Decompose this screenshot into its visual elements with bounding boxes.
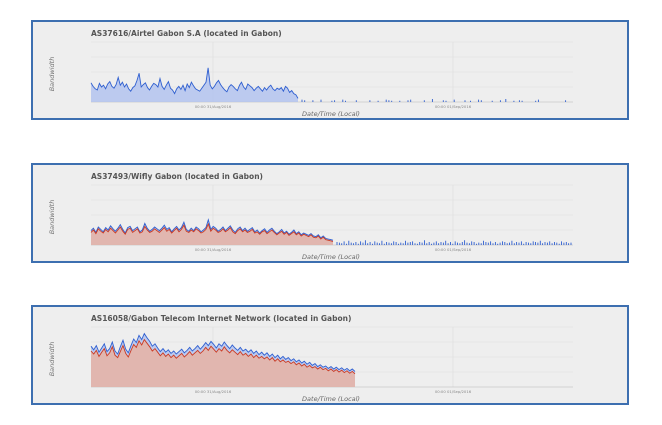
series-line bbox=[90, 222, 334, 242]
chart-title: AS16058/Gabon Telecom Internet Network (… bbox=[91, 314, 351, 323]
x-tick-label: 00:00 31/Aug/2016 bbox=[195, 104, 232, 109]
chart-svg-3: AS16058/Gabon Telecom Internet Network (… bbox=[48, 314, 573, 403]
series-area bbox=[91, 67, 298, 102]
chart-title: AS37493/Wifly Gabon (located in Gabon) bbox=[91, 172, 263, 181]
chart-svg-1: AS37616/Airtel Gabon S.A (located in Gab… bbox=[48, 29, 573, 118]
x-tick-label: 00:00 01/Sep/2016 bbox=[435, 104, 472, 109]
y-axis-label: Bandwidth bbox=[48, 57, 56, 92]
series-area bbox=[91, 224, 333, 245]
chart-panel-1: AS37616/Airtel Gabon S.A (located in Gab… bbox=[31, 20, 629, 120]
chart-svg-2: AS37493/Wifly Gabon (located in Gabon) B… bbox=[48, 172, 573, 261]
chart-panel-3: AS16058/Gabon Telecom Internet Network (… bbox=[31, 305, 629, 405]
plot-area bbox=[90, 41, 573, 103]
series-sparse-marks bbox=[336, 240, 572, 245]
series-line bbox=[90, 332, 356, 372]
plot-area bbox=[90, 184, 573, 246]
chart-panel-2: AS37493/Wifly Gabon (located in Gabon) B… bbox=[31, 163, 629, 263]
y-axis-label: Bandwidth bbox=[48, 342, 56, 377]
x-axis-label: Date/Time (Local) bbox=[302, 395, 360, 403]
x-tick-label: 00:00 31/Aug/2016 bbox=[195, 247, 232, 252]
series-line bbox=[90, 338, 356, 375]
series-line bbox=[90, 67, 299, 99]
x-tick-label: 00:00 31/Aug/2016 bbox=[195, 389, 232, 394]
plot-area bbox=[90, 326, 573, 388]
series-line bbox=[90, 218, 334, 241]
y-axis-label: Bandwidth bbox=[48, 200, 56, 235]
x-axis-label: Date/Time (Local) bbox=[302, 110, 360, 118]
x-tick-label: 00:00 01/Sep/2016 bbox=[435, 389, 472, 394]
x-axis-label: Date/Time (Local) bbox=[302, 253, 360, 261]
x-tick-label: 00:00 01/Sep/2016 bbox=[435, 247, 472, 252]
series-sparse-marks bbox=[301, 99, 567, 102]
chart-title: AS37616/Airtel Gabon S.A (located in Gab… bbox=[91, 29, 282, 38]
